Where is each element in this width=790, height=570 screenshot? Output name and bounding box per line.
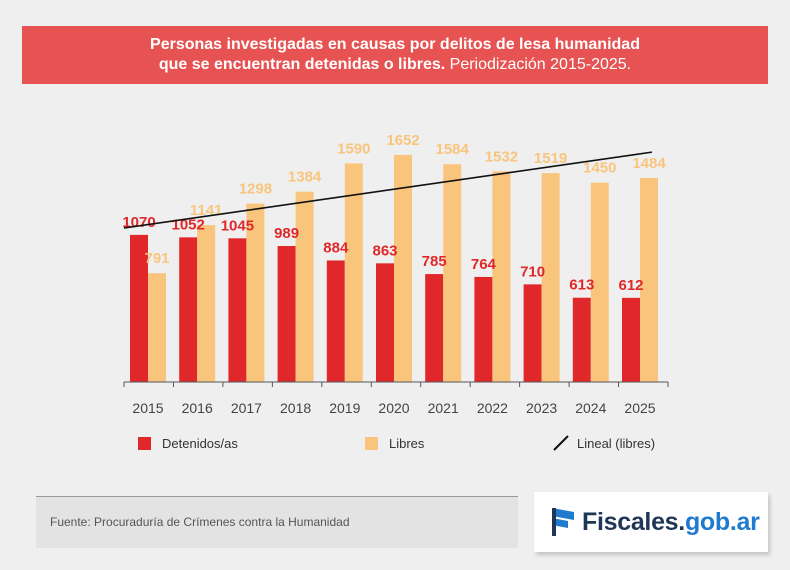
data-label-detenidos-2022: 764: [471, 256, 497, 273]
bar-libres-2015: [148, 273, 166, 382]
data-label-libres-2020: 1652: [386, 132, 419, 149]
data-label-libres-2024: 1450: [583, 160, 616, 177]
logo-wordmark: Fiscales.gob.ar: [582, 508, 760, 537]
legend-item-detenidos: Detenidos/as: [138, 433, 238, 453]
legend-line-lineal: [553, 435, 569, 451]
bar-libres-2019: [344, 163, 363, 382]
data-label-detenidos-2021: 785: [422, 253, 447, 270]
logo-part1: Fiscales.: [582, 507, 685, 536]
x-tick-label-2015: 2015: [132, 400, 163, 416]
chart-title-line2-bold: que se encuentran detenidas o libres.: [158, 56, 446, 73]
data-label-libres-2025: 1484: [632, 155, 666, 172]
legend-label-libres: Libres: [389, 435, 425, 451]
x-tick-label-2022: 2022: [477, 400, 508, 416]
data-label-libres-2019: 1590: [337, 140, 370, 157]
legend-item-lineal: Lineal (libres): [553, 433, 655, 453]
flag-icon: [552, 508, 574, 536]
data-label-libres-2023: 1519: [534, 150, 567, 167]
bar-detenidos-2017: [228, 238, 247, 382]
legend-item-libres: Libres: [365, 433, 424, 453]
data-label-libres-2018: 1384: [288, 169, 322, 186]
chart-title-period: Periodización 2015-2025.: [449, 56, 632, 73]
x-tick-label-2018: 2018: [280, 400, 311, 416]
trendline-libres: [123, 151, 653, 229]
data-label-libres-2022: 1532: [485, 148, 518, 165]
x-tick-label-2016: 2016: [182, 400, 213, 416]
x-tick-label-2019: 2019: [329, 400, 360, 416]
bar-detenidos-2023: [523, 284, 542, 382]
x-tick-label-2017: 2017: [231, 400, 262, 416]
chart-title-banner: Personas investigadas en causas por deli…: [22, 26, 768, 84]
bar-libres-2025: [640, 177, 658, 382]
x-tick-label-2020: 2020: [378, 400, 409, 416]
logo-part2: gob.ar: [684, 507, 760, 536]
bar-libres-2017: [246, 203, 265, 382]
bar-detenidos-2025: [622, 297, 640, 382]
bar-detenidos-2020: [376, 263, 394, 382]
legend-label-lineal: Lineal (libres): [577, 435, 656, 451]
data-label-libres-2015: 791: [144, 250, 169, 267]
chart-title-line2: que se encuentran detenidas o libres. Pe…: [22, 55, 768, 75]
data-label-libres-2021: 1584: [436, 141, 470, 158]
source-note: Fuente: Procuraduría de Crímenes contra …: [36, 496, 518, 548]
legend-swatch-libres: [365, 436, 378, 450]
bar-detenidos-2019: [326, 260, 345, 382]
data-label-detenidos-2018: 989: [274, 225, 299, 242]
data-label-detenidos-2015: 1070: [122, 214, 155, 231]
x-tick-label-2024: 2024: [575, 400, 606, 416]
bar-detenidos-2016: [179, 237, 198, 382]
bar-libres-2024: [590, 182, 609, 382]
legend-swatch-detenidos: [138, 436, 151, 450]
data-label-detenidos-2023: 710: [520, 263, 545, 280]
bar-detenidos-2022: [474, 276, 493, 382]
bar-detenidos-2018: [277, 246, 296, 382]
bar-libres-2020: [394, 154, 412, 382]
bar-detenidos-2024: [572, 297, 591, 382]
chart-title-line1: Personas investigadas en causas por deli…: [150, 36, 640, 53]
fiscales-logo[interactable]: Fiscales.gob.ar: [534, 492, 768, 552]
bar-libres-2022: [492, 171, 511, 382]
bar-libres-2016: [197, 225, 216, 382]
x-tick-label-2021: 2021: [428, 400, 459, 416]
bar-libres-2023: [541, 173, 560, 382]
x-tick-label-2025: 2025: [624, 400, 655, 416]
bar-libres-2021: [443, 164, 462, 382]
data-label-detenidos-2024: 613: [569, 277, 594, 294]
data-label-detenidos-2020: 863: [372, 242, 397, 259]
data-label-detenidos-2019: 884: [323, 239, 349, 256]
legend-label-detenidos: Detenidos/as: [162, 435, 238, 451]
data-label-detenidos-2025: 612: [618, 277, 643, 294]
bar-detenidos-2015: [130, 234, 148, 382]
bar-detenidos-2021: [425, 274, 444, 382]
data-label-libres-2017: 1298: [239, 181, 272, 198]
bar-libres-2018: [295, 191, 314, 382]
x-tick-label-2023: 2023: [526, 400, 557, 416]
source-text: Fuente: Procuraduría de Crímenes contra …: [50, 515, 350, 529]
data-label-detenidos-2017: 1045: [221, 217, 254, 234]
